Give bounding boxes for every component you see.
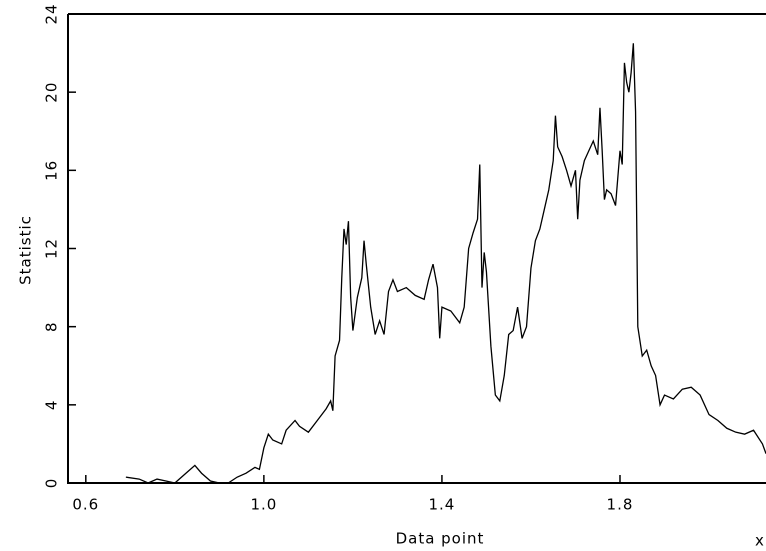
y-tick-label: 4 bbox=[43, 400, 61, 411]
y-tick-label: 12 bbox=[43, 238, 61, 259]
x-axis-title: Data point bbox=[396, 530, 485, 548]
y-tick-label: 20 bbox=[43, 82, 61, 103]
plot-frame bbox=[67, 13, 766, 484]
x-tick-label: 1.4 bbox=[428, 496, 455, 514]
data-line bbox=[125, 43, 766, 484]
y-axis-title: Statistic bbox=[17, 215, 35, 285]
x-tick-label: 0.6 bbox=[72, 496, 99, 514]
y-tick-label: 0 bbox=[43, 478, 61, 489]
y-tick-label: 24 bbox=[43, 3, 61, 24]
x-tick-label: 1.0 bbox=[250, 496, 277, 514]
annotation: x bbox=[755, 532, 765, 550]
x-tick-label: 1.8 bbox=[607, 496, 634, 514]
y-tick-label: 8 bbox=[43, 321, 61, 332]
y-tick-label: 16 bbox=[43, 160, 61, 181]
